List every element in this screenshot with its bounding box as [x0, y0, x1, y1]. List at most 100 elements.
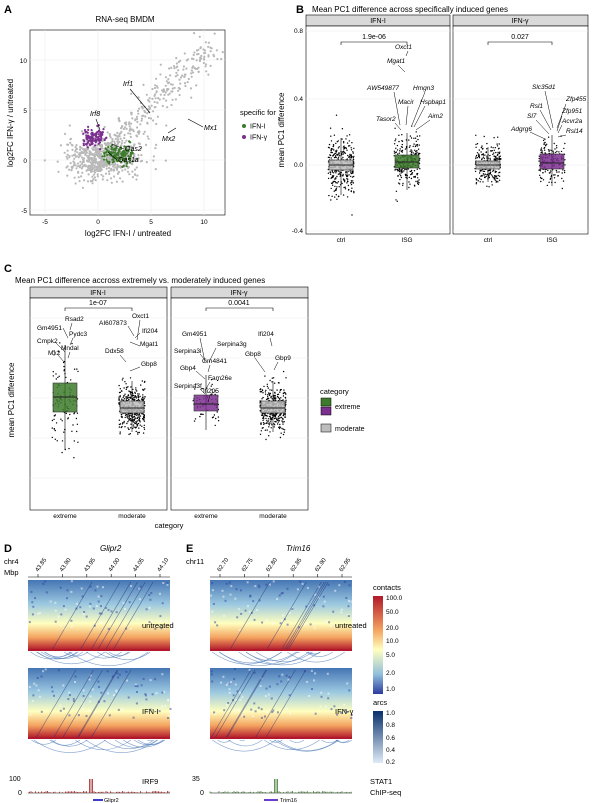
data-point-ifn-g: [94, 144, 97, 147]
data-point: [332, 145, 334, 148]
data-point: [154, 97, 157, 100]
data-point: [63, 431, 65, 433]
data-point: [542, 179, 545, 181]
data-point: [486, 148, 488, 150]
data-point: [89, 153, 92, 156]
data-point: [418, 152, 420, 154]
data-point: [136, 174, 139, 177]
data-point: [175, 71, 178, 74]
map-speckle: [74, 681, 76, 683]
data-point: [489, 154, 491, 157]
data-point-ifn-g: [90, 129, 93, 132]
data-point: [493, 137, 495, 139]
map-speckle: [237, 608, 240, 611]
data-point: [141, 380, 143, 382]
data-point: [412, 152, 414, 154]
data-point: [280, 416, 282, 419]
data-point: [51, 427, 53, 429]
data-point: [330, 140, 333, 142]
map-speckle: [264, 695, 267, 697]
data-point: [260, 391, 263, 393]
map-speckle: [115, 690, 118, 693]
data-point: [352, 180, 354, 182]
data-point: [124, 393, 126, 395]
data-point: [65, 155, 68, 158]
data-point: [395, 199, 397, 201]
map-speckle: [223, 614, 226, 617]
data-point: [493, 159, 495, 161]
data-point: [104, 144, 107, 147]
data-point: [398, 152, 400, 154]
data-point: [51, 436, 53, 439]
map-speckle: [169, 707, 172, 710]
data-point: [164, 91, 167, 94]
map-speckle: [100, 595, 103, 598]
map-speckle: [115, 689, 118, 692]
gene-label: Mx2: [48, 350, 61, 357]
data-point: [351, 155, 353, 158]
data-point: [135, 134, 138, 137]
data-point: [112, 165, 115, 168]
map-speckle: [236, 616, 239, 619]
data-point: [351, 214, 353, 216]
gene-label: Serpina3i: [174, 348, 201, 355]
data-point: [268, 426, 270, 428]
map-speckle: [211, 589, 214, 592]
data-point: [416, 153, 418, 155]
data-point: [183, 82, 187, 85]
data-point: [276, 393, 279, 396]
map-speckle: [259, 685, 262, 687]
data-point: [398, 170, 401, 173]
p-value: 0.0041: [228, 300, 250, 307]
map-speckle: [254, 710, 257, 713]
data-point: [213, 32, 216, 35]
map-speckle: [129, 627, 132, 630]
data-point: [159, 93, 162, 96]
map-speckle: [136, 691, 138, 693]
data-point: [494, 176, 496, 178]
map-speckle: [343, 581, 346, 583]
map-speckle: [221, 589, 224, 592]
map-speckle: [343, 703, 346, 706]
data-point: [165, 80, 168, 83]
data-point: [350, 183, 353, 186]
gene-label: Hmgn3: [413, 85, 434, 92]
data-point: [134, 417, 136, 419]
data-point: [109, 177, 113, 180]
data-point: [197, 66, 200, 69]
data-point: [202, 61, 205, 65]
contact-arc: [123, 739, 165, 748]
gene-label: Serpina3f: [174, 383, 202, 390]
data-point: [555, 145, 558, 147]
map-speckle: [313, 627, 316, 630]
data-point: [199, 46, 202, 49]
data-point: [351, 142, 353, 144]
contact-arc: [256, 651, 313, 663]
map-speckle: [50, 686, 53, 689]
data-point: [395, 190, 398, 192]
data-point: [353, 192, 355, 194]
data-point: [130, 413, 132, 415]
data-point: [498, 152, 500, 155]
data-point: [282, 421, 284, 423]
gene-label: Mgat1: [140, 341, 158, 348]
data-point: [396, 144, 399, 147]
data-point: [540, 180, 542, 183]
map-speckle: [298, 626, 301, 629]
data-point: [139, 395, 141, 398]
map-speckle: [288, 694, 291, 697]
data-point: [401, 171, 404, 173]
map-speckle: [286, 623, 289, 626]
map-speckle: [135, 702, 138, 705]
contact-arc: [269, 739, 283, 743]
panel-letter-c: C: [4, 263, 12, 275]
data-point: [277, 415, 280, 417]
data-point: [541, 152, 544, 154]
data-point: [278, 419, 280, 421]
data-point: [478, 157, 481, 159]
map-speckle: [265, 687, 268, 690]
data-point: [56, 160, 59, 163]
map-speckle: [31, 601, 34, 604]
map-speckle: [149, 598, 152, 601]
data-point: [98, 152, 101, 155]
